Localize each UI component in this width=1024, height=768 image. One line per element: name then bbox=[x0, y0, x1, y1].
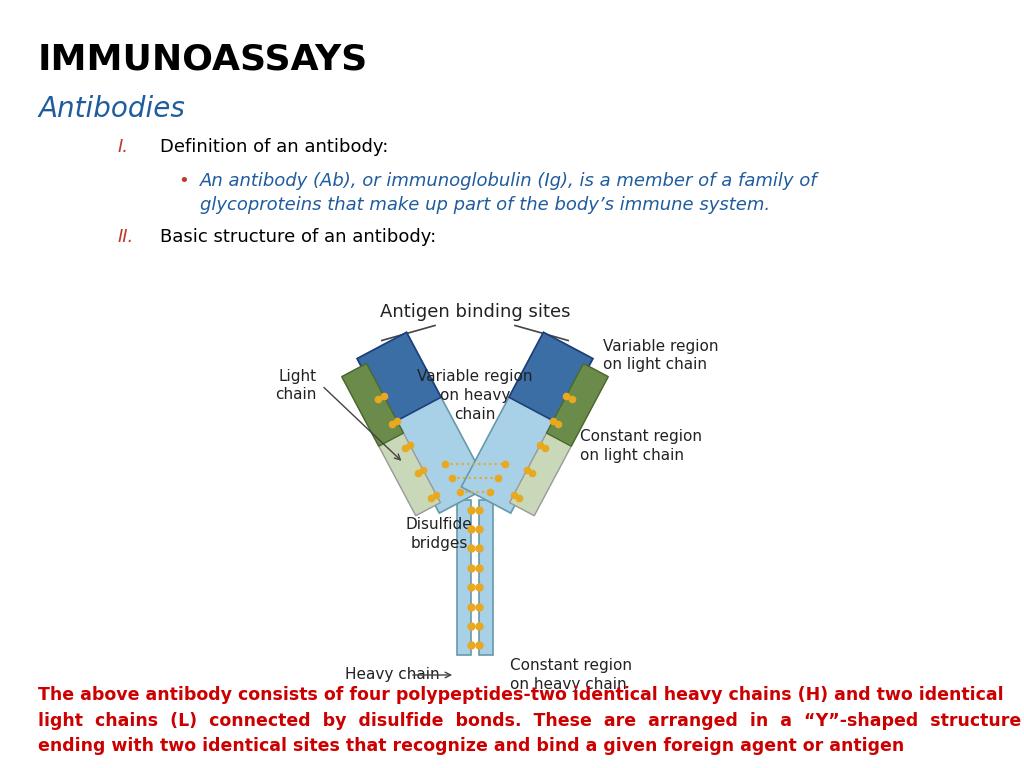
Text: I.: I. bbox=[118, 138, 129, 156]
Polygon shape bbox=[357, 333, 441, 423]
Polygon shape bbox=[357, 333, 488, 513]
Text: •: • bbox=[178, 172, 188, 190]
Text: Variable region
on light chain: Variable region on light chain bbox=[603, 339, 719, 372]
Polygon shape bbox=[479, 500, 493, 655]
Text: Variable region
on heavy
chain: Variable region on heavy chain bbox=[417, 369, 532, 422]
Text: Constant region
on heavy chain: Constant region on heavy chain bbox=[510, 658, 632, 692]
Polygon shape bbox=[509, 333, 593, 423]
Text: IMMUNOASSAYS: IMMUNOASSAYS bbox=[38, 42, 369, 76]
Polygon shape bbox=[547, 363, 608, 446]
Polygon shape bbox=[342, 363, 440, 516]
Polygon shape bbox=[510, 363, 608, 516]
Polygon shape bbox=[342, 363, 403, 446]
Text: Disulfide
bridges: Disulfide bridges bbox=[406, 517, 473, 551]
Text: Light
chain: Light chain bbox=[275, 369, 316, 402]
Text: The above antibody consists of four polypeptides-two identical heavy chains (H) : The above antibody consists of four poly… bbox=[38, 686, 1021, 756]
Text: Definition of an antibody:: Definition of an antibody: bbox=[160, 138, 388, 156]
Text: Antibodies: Antibodies bbox=[38, 95, 185, 123]
Text: Antigen binding sites: Antigen binding sites bbox=[380, 303, 570, 322]
Text: II.: II. bbox=[118, 228, 134, 246]
Polygon shape bbox=[461, 333, 593, 513]
Text: Basic structure of an antibody:: Basic structure of an antibody: bbox=[160, 228, 436, 246]
Text: Heavy chain: Heavy chain bbox=[345, 667, 439, 683]
Text: An antibody (Ab), or immunoglobulin (Ig), is a member of a family of
glycoprotei: An antibody (Ab), or immunoglobulin (Ig)… bbox=[200, 172, 817, 214]
Polygon shape bbox=[457, 500, 471, 655]
Text: Constant region
on light chain: Constant region on light chain bbox=[580, 429, 701, 462]
